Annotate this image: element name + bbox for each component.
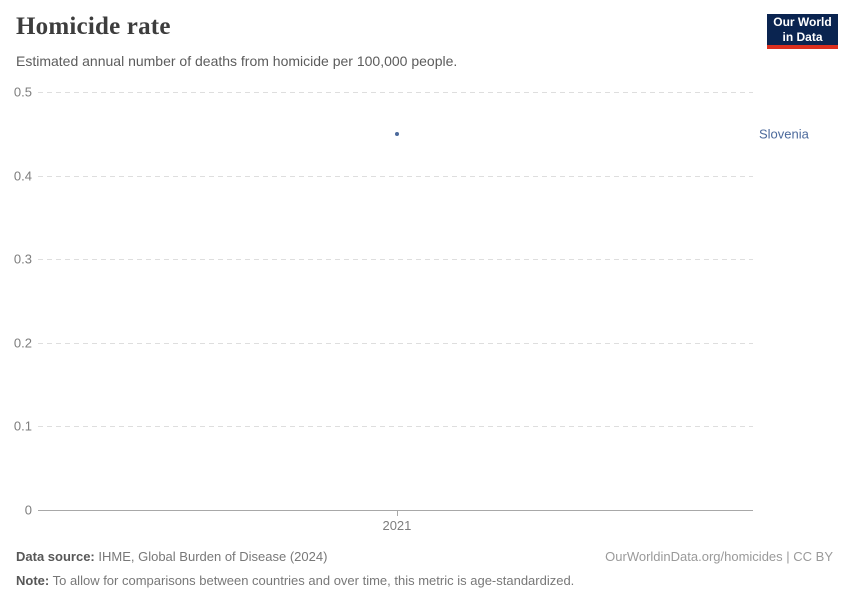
chart-title: Homicide rate — [16, 13, 171, 40]
y-gridline — [38, 426, 753, 428]
chart-footer: Data source: IHME, Global Burden of Dise… — [16, 548, 833, 589]
y-axis-tick-label: 0.2 — [13, 335, 32, 351]
y-axis-tick-label: 0.5 — [13, 84, 32, 100]
y-axis-tick-label: 0.3 — [13, 251, 32, 267]
note-text: To allow for comparisons between countri… — [52, 572, 575, 588]
y-gridline — [38, 92, 753, 93]
owid-logo[interactable]: Our World in Data — [767, 14, 838, 49]
y-axis-tick-label: 0.1 — [13, 418, 32, 434]
data-source-text: IHME, Global Burden of Disease (2024) — [98, 549, 328, 564]
owid-cc-by-link[interactable]: OurWorldinData.org/homicides | CC BY — [605, 549, 833, 564]
y-gridline — [38, 175, 753, 177]
y-gridline — [38, 342, 753, 344]
owid-logo-line2: in Data — [782, 29, 823, 44]
y-axis-tick-label: 0 — [24, 502, 32, 518]
x-axis-tick-mark — [396, 510, 398, 516]
data-source-label: Data source: — [16, 549, 95, 564]
chart-subtitle: Estimated annual number of deaths from h… — [16, 53, 458, 69]
series-label-slovenia[interactable]: Slovenia — [759, 126, 809, 142]
y-axis-tick-label: 0.4 — [13, 168, 32, 184]
y-gridline — [38, 259, 753, 261]
data-source-line[interactable]: Data source: IHME, Global Burden of Dise… — [16, 548, 327, 566]
x-axis-tick-label: 2021 — [382, 518, 412, 533]
footer-source-row: Data source: IHME, Global Burden of Dise… — [16, 548, 833, 566]
plot-area: 0 0.1 0.2 0.3 0.4 0.5 2021 Slovenia — [14, 85, 809, 534]
footer-note-row: Note: To allow for comparisons between c… — [16, 572, 833, 590]
x-axis-line — [38, 510, 753, 511]
owid-logo-line1: Our World — [773, 15, 832, 30]
data-point-slovenia[interactable] — [394, 131, 399, 136]
note-label: Note: — [16, 572, 50, 588]
